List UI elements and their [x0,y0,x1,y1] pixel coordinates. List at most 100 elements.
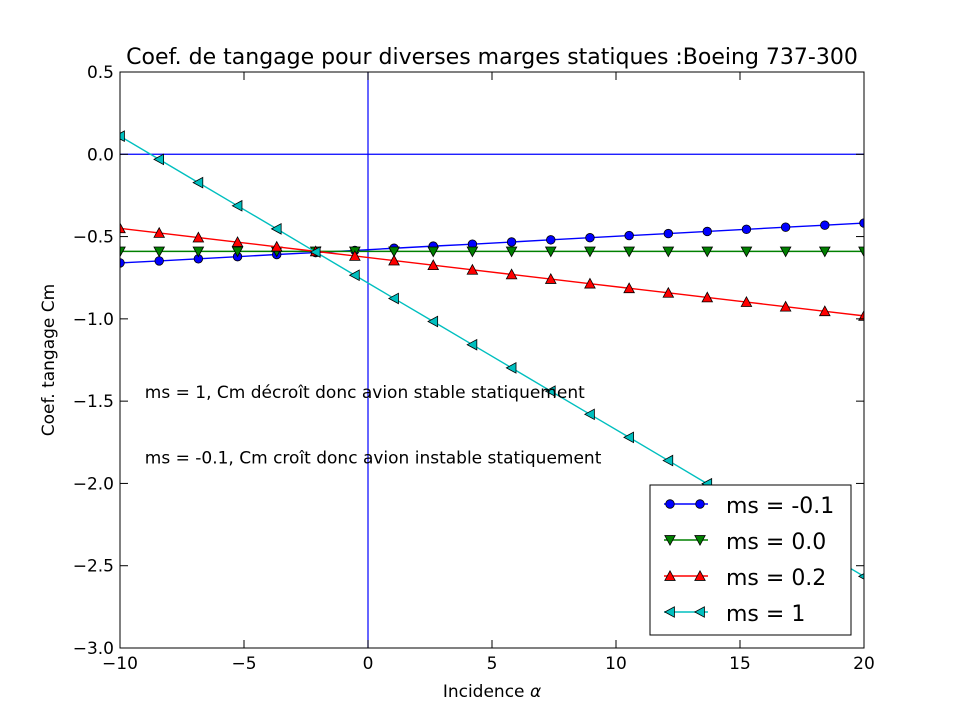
data-point-ms-00 [818,246,831,258]
data-point-ms-neg01 [663,228,674,239]
data-point-ms-02 [740,296,753,307]
data-point-ms-02 [623,282,636,294]
data-point-ms-02 [779,300,792,312]
data-point-ms-neg01 [506,237,517,247]
data-point-ms-00 [779,246,792,258]
data-point-ms-neg01 [624,230,634,241]
data-point-ms-02 [348,249,361,261]
data-point-ms-02 [584,277,596,289]
legend: ms = -0.1 ms = 0.0 ms = 0.2 ms = 1 [649,484,852,636]
data-point-ms-00 [505,246,518,258]
legend-marker [693,606,705,618]
data-point-ms-00 [153,246,166,258]
x-tick-label: −10 [102,654,138,674]
legend-swatch-ms-neg01 [664,499,708,509]
y-tick-label: −3.0 [73,639,114,659]
legend-swatch-ms-1 [663,606,708,618]
data-point-ms-02 [818,305,831,317]
data-point-ms-neg01 [820,220,830,230]
data-point-ms-02 [270,240,283,252]
data-point-ms-02 [858,309,864,321]
data-point-ms-02 [192,231,205,243]
data-point-ms-00 [858,246,864,258]
data-point-ms-1 [544,385,556,397]
data-point-ms-1 [505,362,517,374]
annotation-unstable: ms = -0.1, Cm croît donc avion instable … [145,449,602,469]
data-point-ms-02 [231,236,244,247]
data-point-ms-02 [466,263,479,275]
data-point-ms-neg01 [702,226,712,237]
series-ms-02 [120,222,864,321]
legend-marker [694,569,706,581]
data-point-ms-00 [544,246,557,258]
data-point-ms-1 [387,292,399,305]
data-point-ms-02 [388,254,400,266]
legend-marker [664,535,676,547]
legend-label-ms-1: ms = 1 [726,602,805,627]
annotation-stable: ms = 1, Cm décroît donc avion stable sta… [145,383,585,403]
data-point-ms-00 [623,246,636,258]
legend-box [649,484,852,636]
legend-label-ms-00: ms = 0.0 [726,530,826,555]
x-tick-label: 15 [729,654,751,674]
axis-ticks: −10 −5 0 5 10 15 20 0.5 0.0 −0.5 −1.0 −1.5 −2.0 −2.5 −… [73,63,875,674]
x-tick-label: 5 [487,654,498,674]
series-ms-00 [120,246,864,258]
data-point-ms-00 [740,246,753,258]
data-point-ms-1 [623,431,634,444]
data-point-ms-neg01 [741,224,752,235]
legend-label-ms-02: ms = 0.2 [726,566,826,591]
legend-marker [663,606,675,618]
legend-marker [665,499,675,509]
data-point-ms-1 [231,199,243,212]
data-point-ms-neg01 [546,235,556,245]
y-tick-label: 0.5 [87,63,114,83]
data-point-ms-02 [120,222,126,234]
y-tick-label: −2.5 [73,557,114,577]
data-point-ms-00 [388,246,400,258]
chart-title: Coef. de tangage pour diverses marges st… [126,45,858,70]
y-tick-label: −0.5 [73,228,114,248]
legend-marker [664,569,676,581]
data-point-ms-neg01 [780,222,791,232]
data-point-ms-00 [120,246,126,258]
x-axis-label-symbol: α [530,682,541,702]
data-point-ms-02 [662,286,675,298]
data-point-ms-00 [427,246,440,258]
data-point-ms-1 [466,338,478,351]
x-tick-label: 20 [853,654,875,674]
data-point-ms-neg01 [585,233,595,243]
data-point-ms-1 [348,269,360,282]
y-axis-label: Coef. tangage Cm [39,284,59,436]
y-tick-label: 0.0 [87,145,114,165]
data-point-ms-02 [153,226,166,238]
data-point-ms-neg01 [120,258,125,268]
data-point-ms-02 [544,272,557,284]
legend-label-ms-neg01: ms = -0.1 [726,494,834,519]
data-point-ms-1 [427,315,439,328]
annotations-layer: ms = 1, Cm décroît donc avion stable sta… [145,383,602,469]
reference-lines [120,72,864,648]
series-line-ms-neg01 [120,222,864,264]
data-point-ms-1 [662,454,674,467]
y-tick-label: −2.0 [73,474,114,494]
data-point-ms-neg01 [859,218,864,228]
data-point-ms-1 [583,408,595,421]
data-point-ms-02 [701,291,714,303]
legend-marker [694,535,706,547]
series-line-ms-02 [120,227,864,317]
legend-swatch-ms-02 [664,569,708,581]
data-point-ms-00 [466,246,479,258]
data-point-ms-02 [427,259,440,271]
data-point-ms-00 [701,246,714,258]
data-point-ms-00 [584,246,596,258]
data-point-ms-1 [153,153,165,166]
x-tick-label: 0 [363,654,374,674]
data-point-ms-1 [270,222,282,235]
x-axis-label-text: Incidence [443,682,525,702]
x-tick-label: 10 [605,654,627,674]
data-point-ms-1 [309,246,321,258]
data-point-ms-neg01 [154,256,164,266]
data-point-ms-00 [192,246,205,258]
